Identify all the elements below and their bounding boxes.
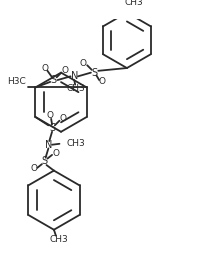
Text: O: O — [52, 150, 59, 158]
Text: S: S — [92, 68, 98, 78]
Text: O: O — [30, 164, 37, 173]
Text: O: O — [47, 111, 54, 120]
Text: O: O — [41, 63, 48, 73]
Text: CH3: CH3 — [49, 235, 68, 244]
Text: CH3: CH3 — [67, 84, 86, 93]
Text: N: N — [45, 140, 52, 150]
Text: O: O — [80, 59, 87, 68]
Text: O: O — [60, 114, 67, 123]
Text: N: N — [71, 71, 78, 81]
Text: S: S — [42, 156, 48, 166]
Text: S: S — [51, 75, 57, 85]
Text: S: S — [49, 123, 55, 133]
Text: CH3: CH3 — [67, 139, 86, 148]
Text: O: O — [62, 66, 69, 75]
Text: H3C: H3C — [7, 77, 26, 86]
Text: O: O — [99, 77, 106, 86]
Text: CH3: CH3 — [125, 0, 144, 7]
